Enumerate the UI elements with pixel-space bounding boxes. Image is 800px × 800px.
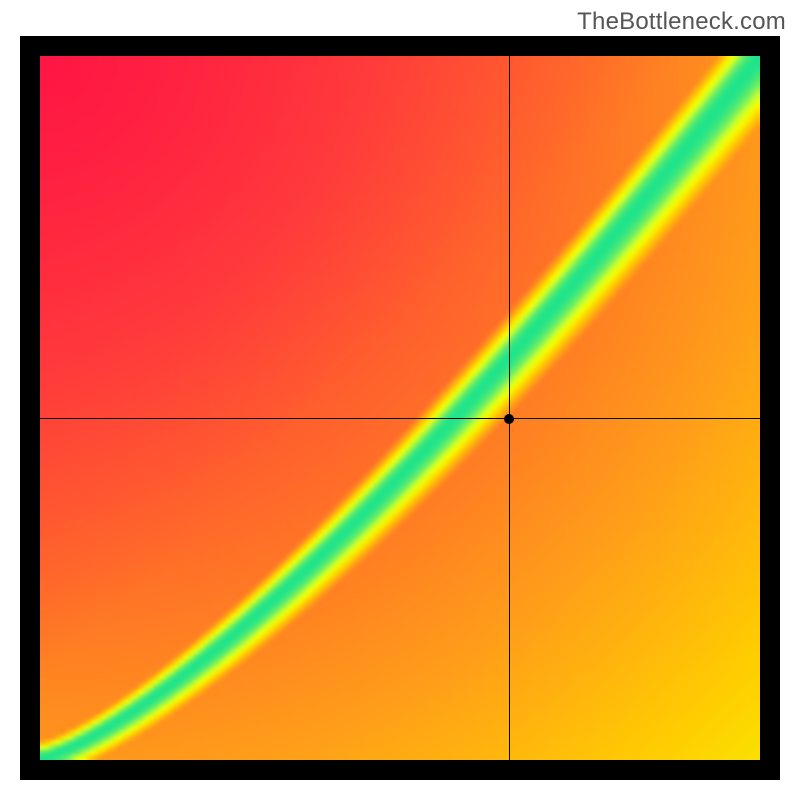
crosshair-horizontal (40, 418, 760, 419)
crosshair-vertical (509, 56, 510, 760)
chart-container: TheBottleneck.com (0, 0, 800, 800)
bottleneck-heatmap (40, 56, 760, 760)
watermark-text: TheBottleneck.com (577, 8, 786, 36)
crosshair-marker (504, 414, 514, 424)
